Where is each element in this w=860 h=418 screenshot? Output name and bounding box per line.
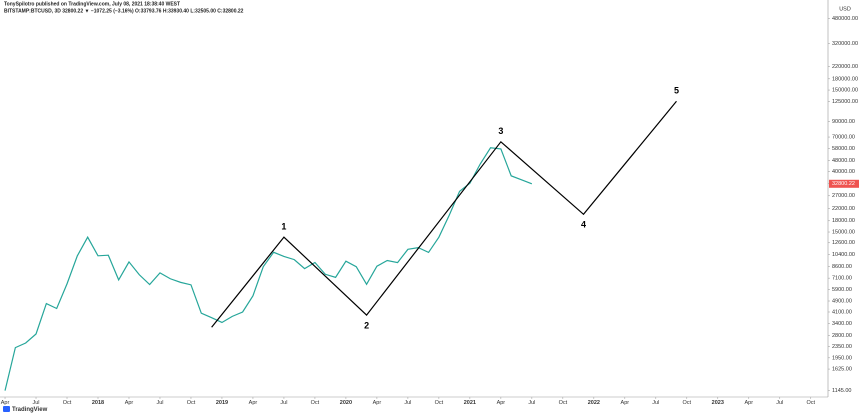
y-tick-label: 150000.00 (832, 88, 858, 94)
x-tick-label: 2018 (92, 400, 104, 406)
y-tick-label: 3400.00 (832, 321, 852, 327)
author-line: TonySpilotro published on TradingView.co… (4, 1, 180, 7)
x-tick-label: Jul (652, 400, 659, 406)
y-tick-label: 12600.00 (832, 240, 855, 246)
y-tick-label: 1145.00 (832, 388, 851, 394)
y-tick-label: 125000.00 (832, 99, 858, 105)
x-tick-label: Oct (187, 400, 196, 406)
x-tick-label: 2019 (216, 400, 228, 406)
x-tick-label: Jul (404, 400, 411, 406)
y-tick-label: 40000.00 (832, 169, 855, 175)
x-tick-label: Oct (435, 400, 444, 406)
x-tick-label: 2020 (340, 400, 352, 406)
x-tick-label: Jul (156, 400, 163, 406)
logo: TradingView (12, 407, 48, 413)
x-tick-label: 2023 (712, 400, 724, 406)
x-tick-label: Apr (125, 400, 134, 406)
y-tick-label: 4100.00 (832, 309, 852, 315)
y-tick-label: 480000.00 (832, 16, 858, 22)
price-line (4, 147, 533, 391)
y-tick-label: 90000.00 (832, 119, 855, 125)
last-price-label: 32800.22 (832, 181, 855, 187)
y-tick-label: 70000.00 (832, 135, 855, 141)
x-tick-label: Apr (1, 400, 10, 406)
x-tick-label: Apr (621, 400, 630, 406)
y-tick-label: 58000.00 (832, 146, 855, 152)
y-tick-label: 180000.00 (832, 76, 858, 82)
y-tick-label: 8600.00 (832, 264, 852, 270)
wave-line (211, 100, 677, 328)
last-price-box (829, 179, 859, 188)
y-tick-label: 27000.00 (832, 193, 855, 199)
x-tick-label: Apr (249, 400, 258, 406)
x-tick-label: Jul (776, 400, 783, 406)
y-tick-label: 220000.00 (832, 64, 858, 70)
wave-label: 2 (364, 320, 369, 330)
y-tick-label: 320000.00 (832, 41, 858, 47)
y-tick-label: 1625.00 (832, 367, 852, 373)
x-tick-label: Oct (806, 400, 815, 406)
x-tick-label: Oct (63, 400, 72, 406)
x-tick-label: Oct (559, 400, 568, 406)
y-tick-label: 4900.00 (832, 298, 852, 304)
y-tick-label: 10400.00 (832, 252, 855, 258)
y-tick-label: 7100.00 (832, 276, 852, 282)
symbol-line: BITSTAMP:BTCUSD, 3D 32800.22 ▼ −1072.25 … (4, 8, 244, 14)
wave-label: 4 (581, 220, 586, 230)
x-tick-label: 2021 (464, 400, 476, 406)
y-tick-label: 5900.00 (832, 287, 852, 293)
x-tick-label: Jul (528, 400, 535, 406)
x-tick-label: Oct (311, 400, 320, 406)
x-tick-label: Jul (33, 400, 40, 406)
logo-icon (3, 406, 10, 412)
y-tick-label: 2800.00 (832, 333, 852, 339)
wave-label: 5 (674, 86, 679, 96)
y-tick-label: 18000.00 (832, 218, 855, 224)
currency: USD (839, 6, 851, 12)
wave-label: 3 (498, 126, 503, 136)
x-tick-label: Apr (497, 400, 506, 406)
x-tick-label: Apr (745, 400, 754, 406)
y-tick-label: 22000.00 (832, 206, 855, 212)
x-tick-label: 2022 (588, 400, 600, 406)
x-tick-label: Apr (373, 400, 382, 406)
x-tick-label: Oct (683, 400, 692, 406)
x-tick-label: Jul (280, 400, 287, 406)
wave-label: 1 (281, 222, 286, 232)
y-tick-label: 48000.00 (832, 158, 855, 164)
y-tick-label: 2350.00 (832, 344, 852, 350)
y-tick-label: 15000.00 (832, 229, 855, 235)
y-tick-label: 1950.00 (832, 355, 852, 361)
